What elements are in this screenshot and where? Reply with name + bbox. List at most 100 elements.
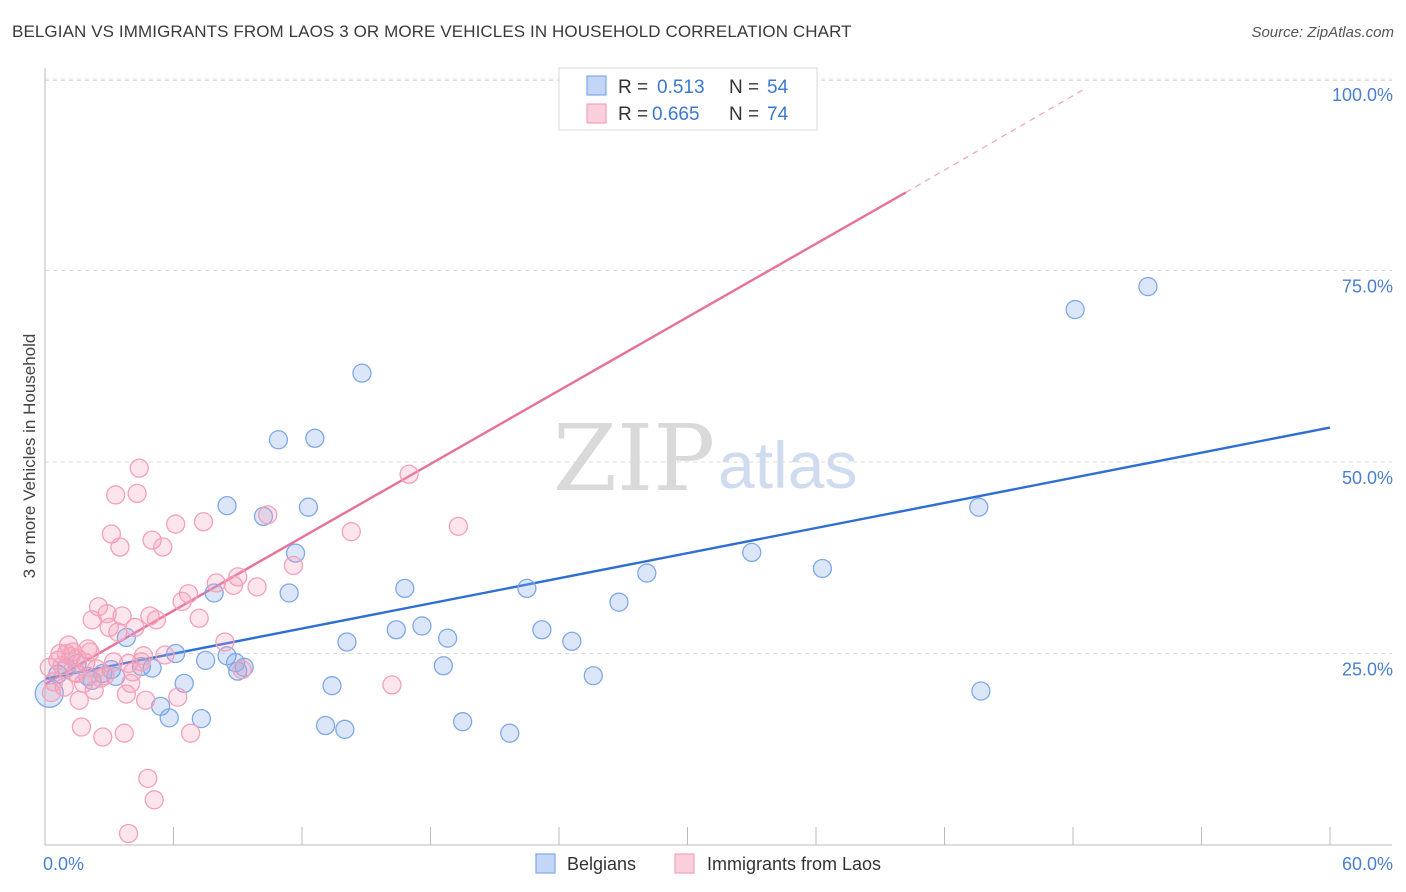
point-belgians [322,676,342,696]
point-laos [112,606,132,626]
point-belgians [637,563,657,583]
point-belgians [298,497,319,517]
legend-swatch-belgians [586,75,607,96]
point-laos [129,458,149,478]
point-laos [133,646,154,666]
point-laos [232,659,252,680]
point-belgians [217,496,237,516]
point-laos [189,608,209,628]
x-tick-label: 60.0% [1342,854,1393,874]
grid-lines [45,78,1392,654]
legend-n-value-1: 54 [767,77,789,98]
legend-r-label-1: R = [618,77,648,98]
point-laos [193,512,214,532]
point-laos [258,505,278,525]
point-laos [67,663,87,684]
point-belgians [1065,299,1085,320]
point-belgians [532,620,552,640]
point-belgians [395,578,415,599]
source-label: Source: ZipAtlas.com [1251,24,1394,41]
point-laos [399,464,419,484]
point-laos [144,790,164,810]
point-belgians [437,628,458,648]
point-belgians [971,681,991,701]
point-laos [283,555,304,576]
point-belgians [1138,276,1158,297]
point-laos [106,485,126,505]
point-laos [382,675,402,695]
point-laos [43,672,64,692]
point-belgians [412,616,432,636]
watermark: ZIP atlas [553,405,857,512]
point-laos [71,717,92,737]
point-laos [136,690,156,710]
bottom-legend-belgians: Belgians [567,854,636,874]
point-laos [125,617,145,638]
point-laos [146,610,167,630]
legend-n-label-2: N = [729,104,759,125]
point-belgians [742,542,762,563]
point-laos [93,727,113,747]
point-laos [206,573,226,593]
point-laos [114,723,134,743]
y-tick-label: 75.0% [1342,277,1393,297]
point-belgians [279,583,299,603]
point-laos [153,537,173,557]
point-laos [142,530,162,550]
data-points [34,86,1158,844]
point-belgians [386,620,406,640]
point-belgians [517,578,537,599]
point-laos [95,666,115,686]
point-laos [215,632,235,652]
point-laos [178,584,199,604]
chart-title: BELGIAN VS IMMIGRANTS FROM LAOS 3 OR MOR… [12,22,852,41]
point-belgians [609,592,629,612]
point-laos [54,677,74,697]
point-belgians [969,497,989,517]
point-laos [180,723,201,743]
point-belgians [268,430,289,450]
point-laos [118,823,139,844]
bottom-legend-swatch-laos [674,853,695,874]
point-belgians [315,715,336,736]
bottom-legend-swatch-belgians [535,853,556,874]
point-belgians [335,719,355,739]
point-belgians [562,631,582,651]
point-laos [247,577,267,597]
legend-swatch-laos [586,103,607,124]
bottom-legend-laos: Immigrants from Laos [707,854,881,874]
watermark-zip: ZIP [553,405,715,512]
point-laos [172,591,192,612]
point-laos [228,567,248,587]
legend-box: R = 0.513 N = 54 R = 0.665 N = 74 [558,67,818,131]
point-belgians [452,712,473,732]
point-belgians [195,650,216,671]
legend-n-label-1: N = [729,77,759,98]
point-belgians [337,632,357,652]
bottom-legend: Belgians Immigrants from Laos [535,853,881,874]
point-laos [127,483,147,504]
point-laos [165,514,186,534]
point-belgians [191,708,211,729]
axes [44,68,1392,846]
trend-lines [44,87,1331,686]
point-laos [110,537,130,557]
point-belgians [305,428,325,448]
legend-r-value-1: 0.513 [657,77,705,98]
point-laos [80,642,100,662]
y-tick-label: 25.0% [1342,660,1393,680]
point-laos [168,687,188,707]
point-belgians [159,708,179,728]
point-belgians [433,656,454,676]
point-belgians [500,723,520,743]
trend-line-laos-extrapolated [905,87,1087,193]
point-belgians [285,543,306,563]
point-laos [155,645,175,665]
point-laos [84,680,104,700]
tick-labels: 25.0% 50.0% 75.0% 100.0% 0.0% 60.0% [43,85,1393,874]
point-laos [138,768,158,789]
y-axis-label: 3 or more Vehicles in Household [20,334,39,579]
point-laos [108,622,128,642]
point-belgians [812,558,833,579]
